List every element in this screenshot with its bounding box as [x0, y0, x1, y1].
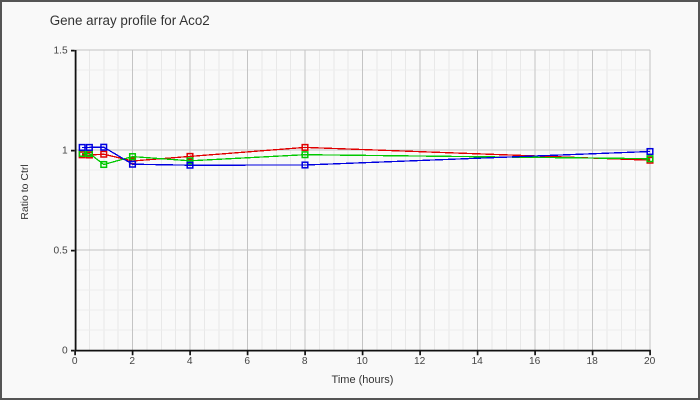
svg-text:Gene array profile for Aco2: Gene array profile for Aco2 [50, 13, 210, 28]
svg-text:Ratio to Ctrl: Ratio to Ctrl [19, 164, 31, 219]
svg-text:1: 1 [62, 146, 68, 157]
svg-text:6: 6 [244, 356, 250, 367]
svg-text:12: 12 [414, 356, 426, 367]
svg-text:Time (hours): Time (hours) [332, 374, 394, 386]
svg-text:18: 18 [587, 356, 599, 367]
svg-text:14: 14 [472, 356, 484, 367]
svg-text:16: 16 [529, 356, 541, 367]
svg-text:0: 0 [72, 356, 78, 367]
svg-text:8: 8 [302, 356, 308, 367]
svg-text:4: 4 [187, 356, 193, 367]
svg-text:1.5: 1.5 [54, 46, 68, 57]
svg-text:2: 2 [129, 356, 135, 367]
svg-text:20: 20 [644, 356, 656, 367]
svg-text:10: 10 [357, 356, 369, 367]
svg-text:0: 0 [62, 346, 68, 357]
svg-text:0.5: 0.5 [54, 246, 68, 257]
